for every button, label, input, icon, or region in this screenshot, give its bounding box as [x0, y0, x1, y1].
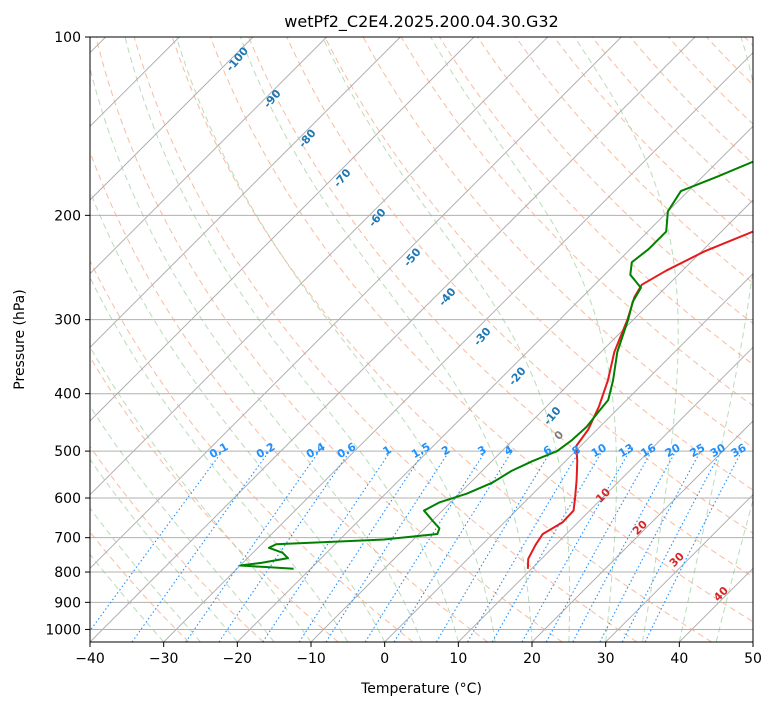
moist-adiabat-line — [175, 37, 496, 642]
moist-adiabat-line — [430, 37, 618, 642]
y-tick-label: 700 — [54, 531, 81, 547]
dry-adiabat-line — [629, 37, 753, 165]
dry-adiabat-line — [248, 37, 753, 578]
isotherm-line — [90, 37, 475, 422]
y-tick-label: 100 — [54, 30, 81, 46]
x-tick-label: 40 — [670, 651, 688, 667]
chart-title: wetPf2_C2E4.2025.200.04.30.G32 — [284, 12, 558, 32]
moist-adiabat-line — [574, 37, 679, 642]
x-tick-label: −20 — [223, 651, 253, 667]
y-tick-label: 400 — [54, 387, 81, 403]
dry-adiabat-line — [210, 37, 753, 623]
y-tick-label: 300 — [54, 313, 81, 329]
y-tick-label: 1000 — [45, 622, 81, 638]
moist-adiabat-line — [678, 37, 753, 642]
isotherm-line — [163, 51, 753, 642]
y-tick-label: 800 — [54, 565, 81, 581]
mixing-ratio-line — [467, 450, 580, 642]
x-tick-label: 50 — [744, 651, 762, 667]
dewpoint-profile-line — [239, 160, 753, 570]
plot-frame — [89, 36, 754, 643]
x-tick-label: −30 — [149, 651, 179, 667]
isotherm-line — [457, 346, 753, 642]
mixing-ratio-line — [491, 450, 603, 642]
isotherm-line — [90, 37, 696, 642]
mixing-ratio-line — [521, 450, 630, 642]
y-tick-label: 200 — [54, 208, 81, 224]
moist-adiabat-line — [90, 553, 165, 642]
mixing-ratio-line — [393, 450, 513, 642]
mixing-ratio-line — [185, 450, 320, 642]
isotherm-line — [90, 37, 401, 349]
x-tick-label: −40 — [75, 651, 105, 667]
x-tick-label: 30 — [597, 651, 615, 667]
dry-adiabat-line — [400, 37, 753, 407]
y-tick-label: 900 — [54, 595, 81, 611]
moist-adiabat-line — [90, 189, 386, 642]
dry-adiabat-line — [591, 37, 753, 204]
dry-adiabat-line — [324, 37, 753, 491]
moist-adiabat-line — [239, 37, 533, 642]
moist-adiabat-line — [90, 276, 349, 642]
temperature-profile-line — [526, 230, 753, 569]
moist-adiabat-line — [90, 507, 201, 642]
x-tick-label: 10 — [449, 651, 467, 667]
mixing-ratio-line — [131, 450, 270, 642]
moist-adiabat-line — [715, 498, 753, 642]
isotherm-line — [605, 493, 753, 642]
y-tick-label: 600 — [54, 491, 81, 507]
x-tick-label: 0 — [380, 651, 389, 667]
mixing-ratio-line — [218, 450, 351, 642]
isotherm-line — [310, 199, 753, 642]
mixing-ratio-line — [325, 450, 450, 642]
isotherm-line — [90, 37, 622, 570]
dry-adiabat-line — [90, 445, 264, 642]
isotherm-line — [90, 37, 549, 496]
mixing-ratio-line — [90, 450, 223, 632]
mixing-ratio-line — [435, 450, 552, 642]
moist-adiabat-line — [90, 405, 275, 642]
isotherm-line — [384, 272, 753, 642]
dry-adiabat-line — [477, 37, 753, 325]
dry-adiabat-line — [515, 37, 753, 284]
moist-adiabat-line — [90, 66, 422, 642]
isotherm-line — [90, 37, 328, 275]
x-tick-label: −10 — [296, 651, 326, 667]
moist-adiabat-line — [322, 37, 571, 642]
y-tick-label: 500 — [54, 444, 81, 460]
y-axis-label: Pressure (hPa) — [12, 289, 28, 389]
isotherm-line — [90, 37, 254, 201]
x-tick-label: 20 — [523, 651, 541, 667]
isotherm-line — [531, 420, 753, 642]
dry-adiabat-line — [133, 37, 638, 642]
mixing-ratio-line — [545, 450, 653, 642]
dry-adiabat-line — [90, 259, 414, 642]
moist-adiabat-line — [90, 458, 238, 642]
mixing-ratio-line — [572, 450, 677, 642]
dry-adiabat-line — [171, 37, 712, 642]
dry-adiabat-line — [95, 37, 563, 642]
mixing-ratio-line — [364, 450, 486, 642]
moist-adiabat-line — [124, 37, 459, 642]
x-axis-label: Temperature (°C) — [360, 681, 482, 697]
